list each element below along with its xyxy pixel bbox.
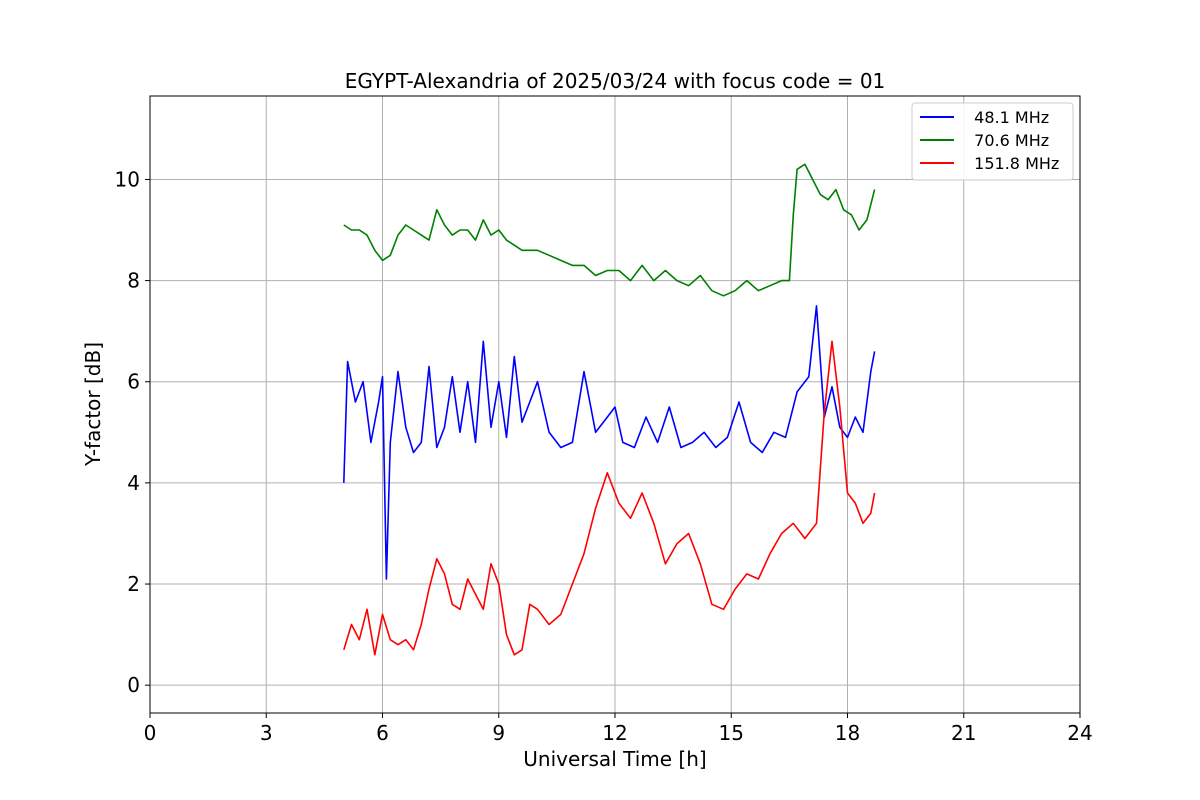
- y-tick-label: 4: [127, 471, 140, 495]
- y-tick-label: 8: [127, 269, 140, 293]
- chart-title: EGYPT-Alexandria of 2025/03/24 with focu…: [345, 69, 886, 93]
- legend-box: [911, 102, 1074, 181]
- x-tick-label: 6: [376, 721, 389, 745]
- series-layer: [343, 163, 876, 656]
- x-tick-label: 21: [951, 721, 976, 745]
- series-line-1: [343, 163, 876, 297]
- x-axis-label: Universal Time [h]: [523, 747, 706, 771]
- y-tick-label: 2: [127, 572, 140, 596]
- legend-entry-label: 151.8 MHz: [964, 154, 1059, 173]
- x-tick-label: 15: [719, 721, 744, 745]
- y-axis-label: Y-factor [dB]: [81, 342, 105, 467]
- y-tick-label: 6: [127, 370, 140, 394]
- y-tick-label: 10: [115, 167, 140, 191]
- series-line-2: [343, 340, 876, 656]
- y-tick-label: 0: [127, 673, 140, 697]
- x-tick-label: 24: [1067, 721, 1092, 745]
- x-tick-label: 18: [835, 721, 860, 745]
- x-tick-label: 9: [492, 721, 505, 745]
- legend-entry-label: 70.6 MHz: [964, 131, 1049, 150]
- legend-entry-label: 48.1 MHz: [964, 108, 1049, 127]
- x-axis-ticks: 0 3 6 9 12 15 18 21 24: [144, 713, 1093, 745]
- x-tick-label: 0: [144, 721, 157, 745]
- series-line-0: [343, 305, 876, 580]
- y-axis-ticks: 0 2 4 6 8 10: [115, 167, 150, 697]
- legend: 48.1 MHz 70.6 MHz 151.8 MHz: [911, 102, 1074, 181]
- x-tick-label: 3: [260, 721, 273, 745]
- x-tick-label: 12: [602, 721, 627, 745]
